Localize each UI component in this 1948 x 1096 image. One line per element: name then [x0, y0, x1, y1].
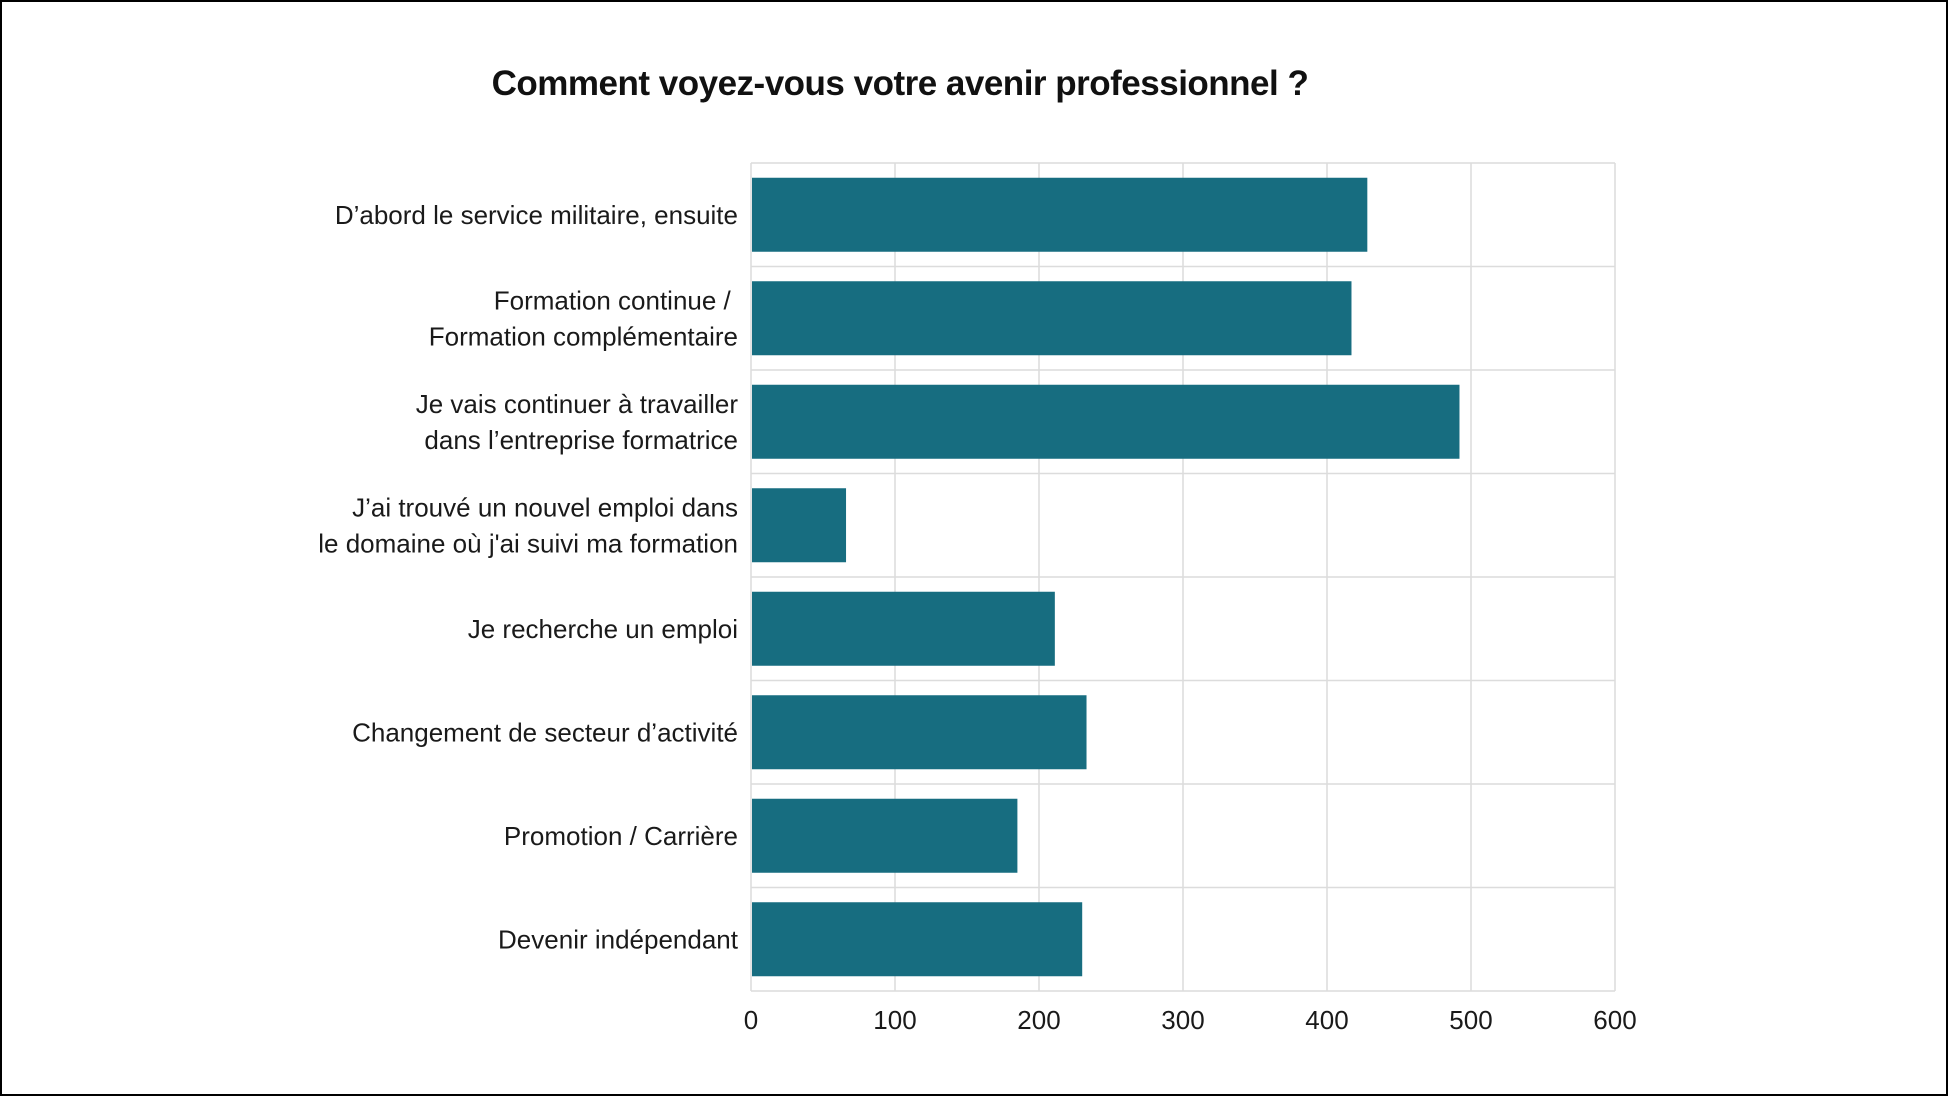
bar-4 [752, 591, 1055, 666]
x-axis-tick-layer: 0 100 200 300 400 500 600 [744, 1005, 1637, 1035]
bar-3 [752, 488, 847, 563]
bar-layer [752, 177, 1460, 977]
category-label-line: dans l’entreprise formatrice [424, 425, 738, 455]
bar-7 [752, 902, 1083, 977]
x-tick-label-2: 200 [1017, 1005, 1060, 1035]
category-label-line: Changement de secteur d’activité [352, 717, 738, 747]
category-label-0: D’abord le service militaire, ensuite [335, 200, 738, 230]
category-label-4: Je recherche un emploi [468, 614, 738, 644]
category-label-line: J’ai trouvé un nouvel emploi dans [352, 492, 738, 522]
category-label-1: Formation continue / Formation complémen… [429, 285, 738, 351]
bar-6 [752, 798, 1018, 873]
category-label-line: Promotion / Carrière [504, 821, 738, 851]
x-tick-label-1: 100 [873, 1005, 916, 1035]
category-label-line: Je recherche un emploi [468, 614, 738, 644]
category-label-line: D’abord le service militaire, ensuite [335, 200, 738, 230]
chart-title: Comment voyez-vous votre avenir professi… [491, 64, 1309, 103]
category-label-line: Je vais continuer à travailler [416, 389, 739, 419]
x-tick-label-3: 300 [1161, 1005, 1204, 1035]
category-label-layer: D’abord le service militaire, ensuite For… [318, 200, 738, 955]
x-tick-label-5: 500 [1449, 1005, 1492, 1035]
x-tick-label-0: 0 [744, 1005, 758, 1035]
category-label-2: Je vais continuer à travailler dans l’ent… [416, 389, 739, 455]
bar-5 [752, 695, 1087, 770]
bar-1 [752, 281, 1352, 356]
category-label-5: Changement de secteur d’activité [352, 717, 738, 747]
category-label-line: Formation continue / [494, 285, 738, 315]
category-label-3: J’ai trouvé un nouvel emploi dans le doma… [318, 492, 738, 558]
category-label-line: Formation complémentaire [429, 321, 738, 351]
bar-0 [752, 177, 1368, 252]
x-tick-label-4: 400 [1305, 1005, 1348, 1035]
category-label-7: Devenir indépendant [498, 924, 739, 954]
category-label-6: Promotion / Carrière [504, 821, 738, 851]
bar-2 [752, 384, 1460, 459]
category-label-line: Devenir indépendant [498, 924, 739, 954]
x-tick-label-6: 600 [1593, 1005, 1636, 1035]
category-label-line: le domaine où j'ai suivi ma formation [318, 528, 738, 558]
